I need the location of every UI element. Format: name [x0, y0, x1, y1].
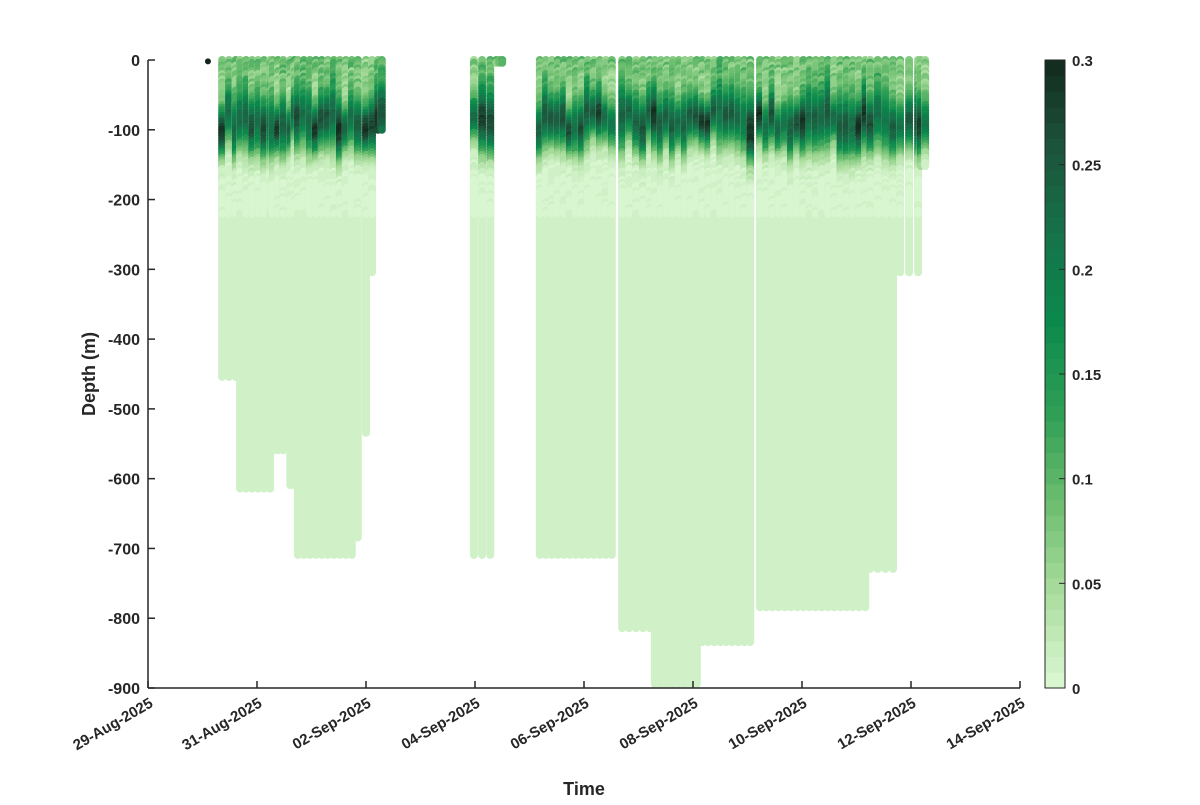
- profile-data: [204, 56, 930, 688]
- profile: [866, 56, 875, 573]
- profile: [746, 56, 755, 647]
- profile: [625, 56, 634, 633]
- profile: [618, 56, 627, 633]
- data-point: [218, 209, 227, 218]
- profile: [224, 56, 233, 381]
- data-point: [486, 209, 495, 218]
- data-point: [618, 209, 627, 218]
- profile: [632, 56, 641, 633]
- data-point: [625, 209, 634, 218]
- data-point: [638, 209, 647, 218]
- data-point: [469, 209, 478, 218]
- profile: [873, 56, 882, 573]
- data-point: [478, 209, 487, 218]
- profile: [469, 56, 478, 559]
- data-point: [377, 125, 386, 134]
- data-point: [279, 209, 288, 218]
- profile: [279, 56, 288, 455]
- profile: [478, 56, 487, 559]
- profile: [498, 56, 507, 67]
- profile: [638, 56, 647, 633]
- data-point: [746, 209, 755, 218]
- profile: [218, 56, 227, 381]
- profile: [486, 56, 495, 559]
- profile: [353, 56, 362, 542]
- data-point: [607, 209, 616, 218]
- data-point: [873, 209, 882, 218]
- data-point: [224, 209, 233, 218]
- data-point: [367, 209, 376, 218]
- profile: [377, 56, 386, 134]
- data-point: [353, 209, 362, 218]
- profile: [607, 56, 616, 559]
- data-point: [866, 209, 875, 218]
- data-point: [632, 209, 641, 218]
- data-point: [498, 58, 507, 67]
